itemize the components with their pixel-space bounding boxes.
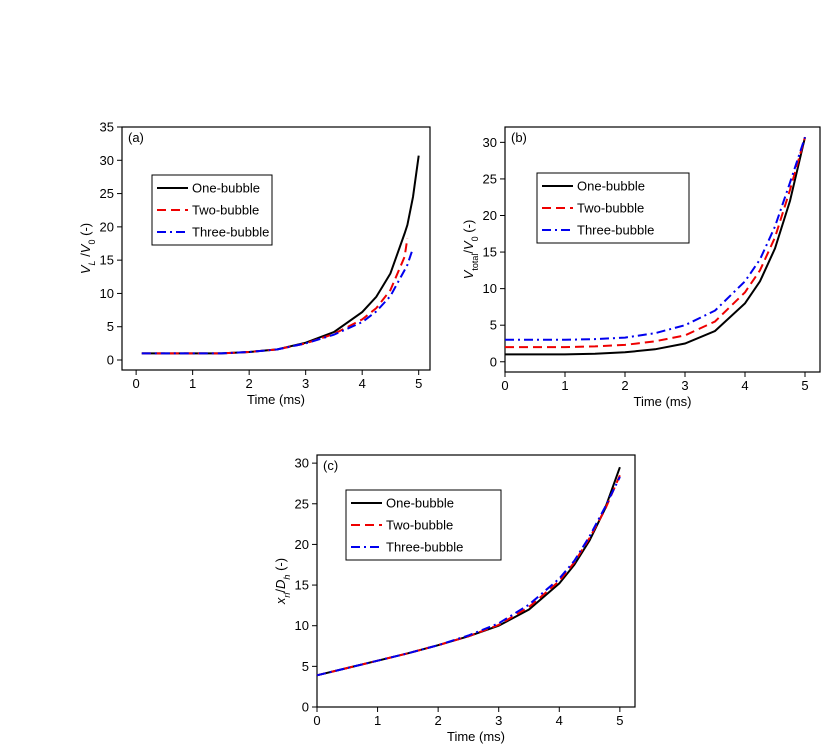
- y-axis-title-part: /: [461, 250, 476, 254]
- legend-label: Two-bubble: [386, 518, 453, 533]
- series-line: [141, 247, 414, 355]
- y-tick-label: 0: [302, 700, 309, 715]
- y-tick-label: 15: [483, 245, 497, 260]
- x-axis-title: Time (ms): [447, 729, 505, 744]
- y-axis-title: VL /V0 (-): [78, 223, 97, 274]
- series-line: [316, 476, 621, 677]
- y-tick-label: 5: [490, 318, 497, 333]
- y-axis-title-part: h: [282, 575, 292, 580]
- legend-label: Two-bubble: [192, 203, 259, 218]
- y-tick-label: 20: [483, 208, 497, 223]
- x-tick-label: 0: [313, 713, 320, 728]
- series-line: [505, 136, 806, 349]
- panel: 0 1 2 3 4 5 0 5 10 15 20 25 30 Time (ms) xrl/Dh (-) (c)…: [273, 454, 636, 744]
- y-axis-title-part: V: [78, 264, 93, 274]
- y-tick-label: 30: [100, 153, 114, 168]
- y-axis-title-part: 0: [87, 240, 97, 245]
- y-axis-title-part: /: [273, 589, 288, 593]
- series-line: [141, 238, 409, 355]
- y-tick-label: 0: [107, 353, 114, 368]
- legend-label: Three-bubble: [577, 223, 654, 238]
- y-axis-title-part: V: [461, 269, 476, 279]
- x-tick-label: 1: [189, 376, 196, 391]
- x-tick-label: 5: [415, 376, 422, 391]
- y-tick-label: 5: [302, 659, 309, 674]
- legend-label: One-bubble: [577, 179, 645, 194]
- x-tick-label: 2: [435, 713, 442, 728]
- x-tick-label: 5: [616, 713, 623, 728]
- x-tick-label: 4: [359, 376, 366, 391]
- y-axis-title-part: x: [273, 597, 288, 605]
- y-tick-label: 20: [295, 537, 309, 552]
- y-axis-title-part: (-): [461, 220, 476, 237]
- x-tick-label: 0: [133, 376, 140, 391]
- y-axis-title-part: 0: [470, 236, 480, 241]
- panel-label: (c): [323, 458, 338, 473]
- y-axis-title-part: (-): [78, 223, 93, 240]
- y-tick-label: 15: [100, 253, 114, 268]
- y-tick-label: 20: [100, 219, 114, 234]
- y-axis-title-part: V: [461, 240, 476, 250]
- x-tick-label: 5: [801, 378, 808, 393]
- x-tick-label: 3: [302, 376, 309, 391]
- x-tick-label: 2: [246, 376, 253, 391]
- y-tick-label: 10: [100, 286, 114, 301]
- panel-label: (b): [511, 130, 527, 145]
- legend-label: One-bubble: [386, 496, 454, 511]
- y-tick-label: 35: [100, 120, 114, 135]
- legend-label: One-bubble: [192, 181, 260, 196]
- legend: One-bubble Two-bubble Three-bubble: [151, 174, 273, 246]
- y-tick-label: 25: [100, 186, 114, 201]
- y-axis-title-part: D: [273, 580, 288, 589]
- y-tick-label: 30: [483, 135, 497, 150]
- legend: One-bubble Two-bubble Three-bubble: [536, 172, 690, 244]
- x-tick-label: 4: [741, 378, 748, 393]
- x-tick-label: 2: [621, 378, 628, 393]
- series-line: [505, 136, 806, 341]
- legend: One-bubble Two-bubble Three-bubble: [345, 489, 502, 561]
- x-axis-title: Time (ms): [633, 394, 691, 409]
- x-tick-label: 3: [681, 378, 688, 393]
- panel-label: (a): [128, 130, 144, 145]
- y-axis-title-part: V: [78, 243, 93, 253]
- y-axis-title-part: /: [78, 253, 93, 261]
- y-axis-title: Vtotal/V0 (-): [461, 220, 480, 280]
- plot-frame: [121, 126, 431, 371]
- y-tick-label: 0: [490, 354, 497, 369]
- y-axis-title-part: total: [470, 254, 480, 271]
- y-tick-label: 25: [295, 496, 309, 511]
- series-line: [505, 136, 806, 356]
- x-tick-label: 1: [561, 378, 568, 393]
- y-tick-label: 5: [107, 319, 114, 334]
- y-tick-label: 25: [483, 171, 497, 186]
- legend-label: Two-bubble: [577, 201, 644, 216]
- legend-label: Three-bubble: [386, 540, 463, 555]
- y-tick-label: 10: [483, 281, 497, 296]
- plot-frame: [316, 454, 636, 708]
- x-axis-title: Time (ms): [247, 392, 305, 407]
- y-tick-label: 30: [295, 456, 309, 471]
- x-tick-label: 0: [501, 378, 508, 393]
- x-tick-label: 1: [374, 713, 381, 728]
- x-tick-label: 3: [495, 713, 502, 728]
- y-tick-label: 10: [295, 618, 309, 633]
- y-axis-title-part: (-): [273, 558, 288, 575]
- legend-label: Three-bubble: [192, 225, 269, 240]
- y-axis-title-part: L: [87, 260, 97, 265]
- y-tick-label: 15: [295, 578, 309, 593]
- plot-frame: [504, 126, 821, 373]
- y-axis-title: xrl/Dh (-): [273, 558, 292, 605]
- x-tick-label: 4: [556, 713, 563, 728]
- y-axis-title-part: rl: [282, 592, 292, 598]
